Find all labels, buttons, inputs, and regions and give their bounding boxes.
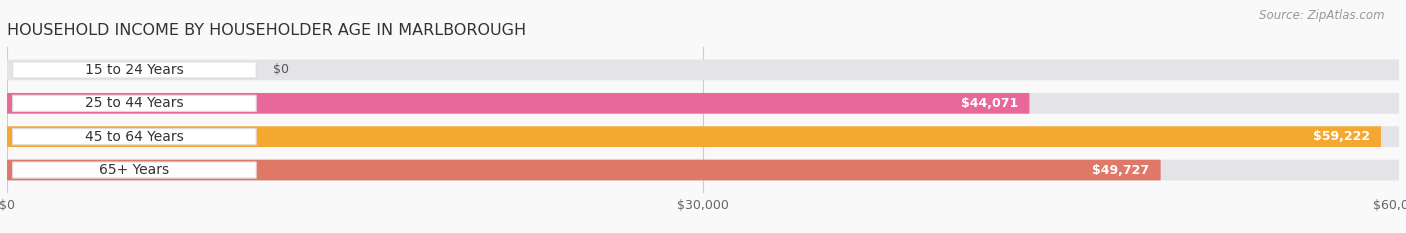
FancyBboxPatch shape [13,95,256,111]
Text: 15 to 24 Years: 15 to 24 Years [84,63,184,77]
Text: Source: ZipAtlas.com: Source: ZipAtlas.com [1260,9,1385,22]
FancyBboxPatch shape [7,160,1399,180]
Text: $44,071: $44,071 [962,97,1018,110]
Text: $59,222: $59,222 [1313,130,1369,143]
FancyBboxPatch shape [13,162,256,178]
Text: 65+ Years: 65+ Years [100,163,170,177]
FancyBboxPatch shape [7,93,1399,114]
FancyBboxPatch shape [7,60,1399,80]
FancyBboxPatch shape [7,160,1160,180]
Text: $0: $0 [273,63,288,76]
Text: 45 to 64 Years: 45 to 64 Years [84,130,184,144]
Text: $49,727: $49,727 [1092,164,1150,177]
Text: HOUSEHOLD INCOME BY HOUSEHOLDER AGE IN MARLBOROUGH: HOUSEHOLD INCOME BY HOUSEHOLDER AGE IN M… [7,24,526,38]
FancyBboxPatch shape [13,62,256,78]
FancyBboxPatch shape [7,126,1381,147]
FancyBboxPatch shape [13,129,256,145]
Text: 25 to 44 Years: 25 to 44 Years [86,96,184,110]
FancyBboxPatch shape [7,93,1029,114]
FancyBboxPatch shape [7,126,1399,147]
